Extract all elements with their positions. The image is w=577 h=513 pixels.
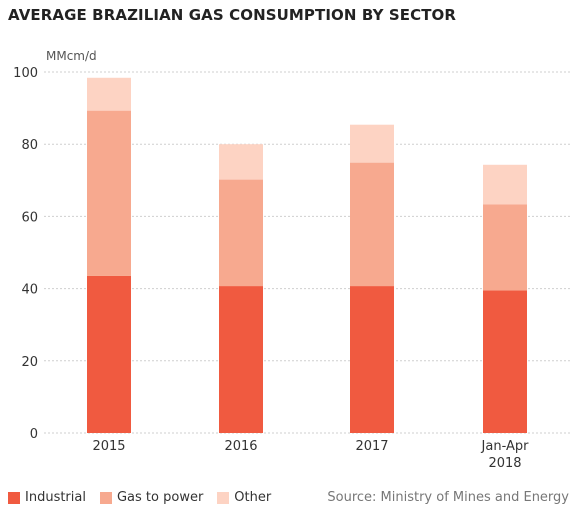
bar-segment-industrial	[87, 275, 131, 433]
x-tick-label: 2016	[224, 439, 257, 454]
bar-segment-industrial	[483, 290, 527, 433]
y-tick-label: 0	[30, 427, 38, 442]
legend-label: Gas to power	[116, 490, 204, 505]
y-tick-label: 20	[21, 355, 38, 370]
bar-segment-gas-to-power	[483, 204, 527, 291]
source-note: Source: Ministry of Mines and Energy	[327, 490, 569, 505]
y-axis-unit: MMcm/d	[46, 49, 97, 63]
x-tick-label: 2017	[355, 439, 388, 454]
y-tick-label: 80	[21, 138, 38, 153]
legend-swatch	[8, 491, 20, 504]
legend-item: Industrial	[8, 490, 86, 505]
bar-chart: 0 20 40 60 80 100 MMcm/d 2015 2016 2017 Jan-Apr 2…	[13, 49, 572, 471]
y-tick-label: 60	[21, 210, 38, 225]
legend: Industrial Gas to power Other	[8, 490, 285, 505]
y-tick-label: 40	[21, 283, 38, 298]
bar-segment-gas-to-power	[87, 110, 131, 276]
legend-label: Other	[234, 490, 272, 505]
bar-segment-gas-to-power	[219, 179, 263, 287]
bar-segment-industrial	[350, 286, 394, 433]
bar-segment-industrial	[219, 286, 263, 433]
y-tick-label: 100	[13, 66, 38, 81]
chart-title: AVERAGE BRAZILIAN GAS CONSUMPTION BY SEC…	[8, 6, 457, 24]
legend-item: Other	[217, 490, 271, 505]
x-tick-label: 2015	[92, 439, 125, 454]
legend-swatch	[99, 491, 112, 504]
y-axis-ticks: 0 20 40 60 80 100	[13, 66, 38, 442]
legend-item: Gas to power	[99, 490, 204, 505]
bar-segment-other	[350, 124, 394, 163]
legend-swatch	[217, 491, 230, 504]
bar-segment-other	[483, 164, 527, 205]
bar-segment-other	[219, 144, 263, 180]
x-axis-ticks: 2015 2016 2017 Jan-Apr 2018	[92, 439, 529, 471]
x-tick-label: Jan-Apr 2018	[481, 439, 530, 471]
bars	[87, 77, 527, 433]
bar-segment-other	[87, 77, 131, 111]
bar-segment-gas-to-power	[350, 162, 394, 287]
legend-label: Industrial	[25, 490, 86, 505]
